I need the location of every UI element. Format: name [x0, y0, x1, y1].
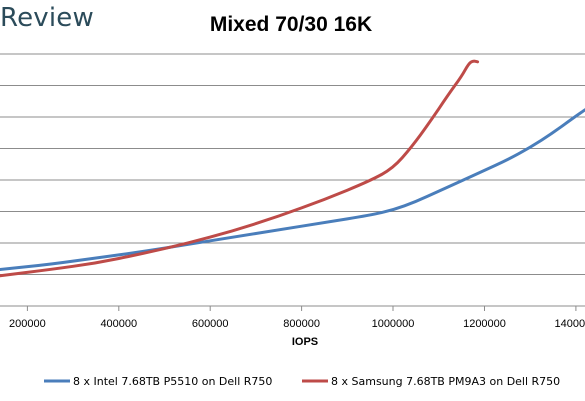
x-axis: 200000 400000 600000 800000 1000000 1200000 14… [0, 305, 585, 330]
x-axis-label: IOPS [292, 336, 318, 348]
brand-logo-text: Review [0, 3, 94, 33]
legend-label-0: 8 x Intel 7.68TB P5510 on Dell R750 [73, 375, 272, 388]
chart-title: Mixed 70/30 16K [209, 13, 373, 36]
x-tick-label-1: 400000 [100, 318, 137, 330]
gridlines [0, 53, 585, 275]
x-tick-label-2: 600000 [192, 318, 229, 330]
x-tick-label-4: 1000000 [372, 318, 415, 330]
series-line-1 [0, 59, 480, 278]
legend: 8 x Intel 7.68TB P5510 on Dell R750 8 x S… [44, 375, 560, 388]
series-line-0 [0, 108, 585, 271]
x-tick-label-5: 1200000 [463, 318, 506, 330]
x-tick-label-0: 200000 [9, 318, 46, 330]
legend-label-1: 8 x Samsung 7.68TB PM9A3 on Dell R750 [331, 375, 560, 388]
x-tick-label-6: 1400000 [554, 318, 585, 330]
x-tick-label-3: 800000 [283, 318, 320, 330]
series-lines [0, 59, 585, 278]
